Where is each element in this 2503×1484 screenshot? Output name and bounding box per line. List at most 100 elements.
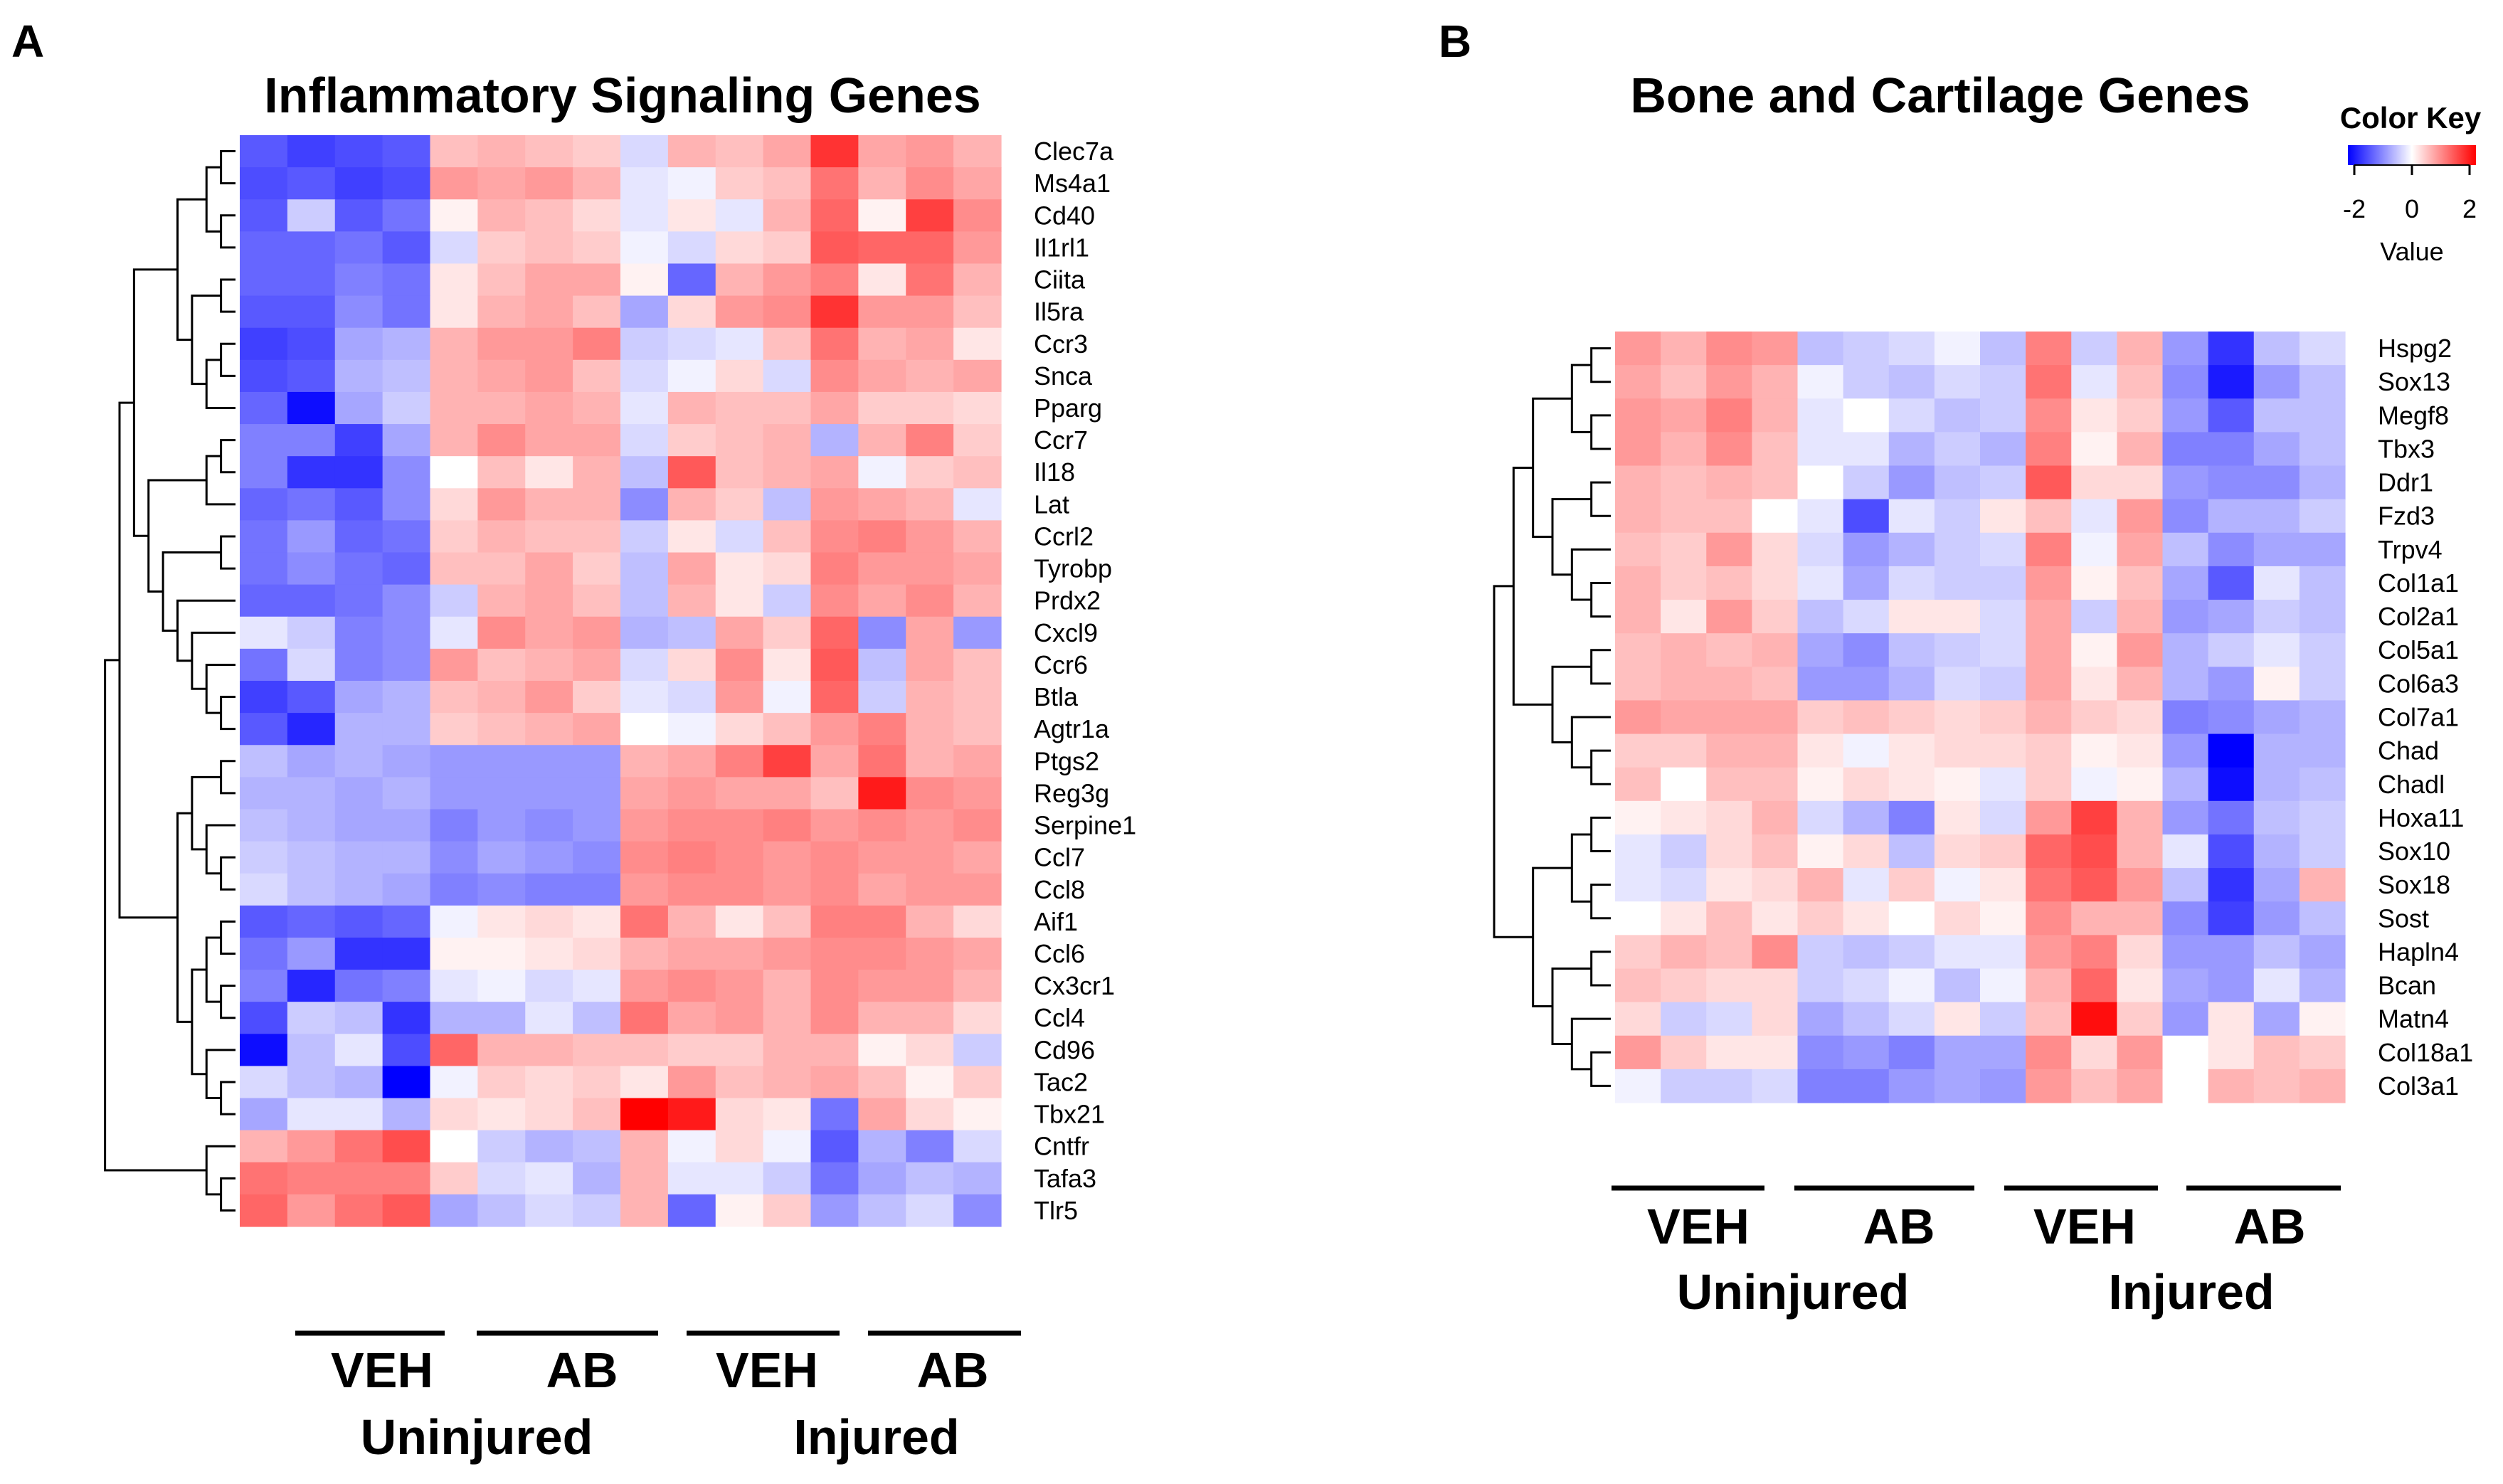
heatmap-cell	[525, 681, 573, 714]
heatmap-cell	[1797, 365, 1844, 399]
heatmap-cell	[2026, 1002, 2072, 1037]
heatmap-cell	[240, 295, 288, 329]
heatmap-cell	[1615, 465, 1661, 500]
heatmap-cell	[382, 552, 431, 585]
heatmap-cell	[287, 199, 336, 232]
heatmap-cell	[1888, 968, 1935, 1003]
heatmap-cell	[2299, 968, 2346, 1003]
heatmap-cell	[715, 295, 764, 329]
heatmap-cell	[573, 327, 621, 361]
heatmap-cell	[953, 905, 1002, 938]
heatmap-cell	[240, 905, 288, 938]
heatmap-cell	[430, 359, 478, 393]
heatmap-cell	[2071, 1035, 2117, 1070]
heatmap-cell	[1888, 767, 1935, 802]
heatmap-cell	[1980, 700, 2026, 735]
heatmap-cell	[2253, 365, 2300, 399]
heatmap-cell	[1797, 733, 1844, 768]
dendrogram-branch	[220, 1177, 236, 1212]
heatmap-cell	[858, 231, 906, 265]
heatmap-cell	[2071, 600, 2117, 634]
heatmap-cell	[573, 616, 621, 650]
heatmap-cell	[1706, 499, 1752, 534]
heatmap-cell	[430, 1002, 478, 1034]
heatmap-cell	[2208, 1069, 2255, 1103]
heatmap-cell	[525, 263, 573, 297]
panel-a-group-label-ab-injured: AB	[916, 1342, 988, 1398]
heatmap-cell	[1934, 633, 1981, 667]
heatmap-cell	[1843, 332, 1890, 366]
heatmap-cell	[953, 584, 1002, 618]
heatmap-cell	[2162, 499, 2209, 534]
heatmap-cell	[810, 905, 859, 938]
heatmap-cell	[953, 520, 1002, 553]
heatmap-cell	[1843, 733, 1890, 768]
heatmap-cell	[2253, 733, 2300, 768]
heatmap-cell	[2162, 332, 2209, 366]
heatmap-cell	[525, 1194, 573, 1227]
heatmap-cell	[1706, 332, 1752, 366]
heatmap-cell	[715, 1066, 764, 1099]
heatmap-cell	[382, 873, 431, 906]
heatmap-cell	[2299, 1069, 2346, 1103]
heatmap-cell	[334, 1002, 383, 1034]
heatmap-cell	[1615, 901, 1661, 936]
heatmap-cell	[573, 167, 621, 200]
heatmap-cell	[2253, 1069, 2300, 1103]
heatmap-cell	[525, 520, 573, 553]
heatmap-cell	[906, 167, 954, 200]
heatmap-cell	[620, 391, 669, 425]
heatmap-cell	[1752, 834, 1799, 869]
heatmap-cell	[667, 359, 716, 393]
heatmap-cell	[953, 424, 1002, 457]
heatmap-cell	[1752, 633, 1799, 667]
heatmap-cell	[382, 263, 431, 297]
heatmap-cell	[2162, 834, 2209, 869]
heatmap-cell	[382, 1098, 431, 1131]
heatmap-cell	[525, 167, 573, 200]
heatmap-cell	[2208, 465, 2255, 500]
heatmap-cell	[430, 745, 478, 778]
heatmap-cell	[2162, 935, 2209, 970]
heatmap-cell	[1934, 868, 1981, 902]
heatmap-cell	[2253, 465, 2300, 500]
heatmap-cell	[2162, 1069, 2209, 1103]
heatmap-cell	[1615, 398, 1661, 433]
heatmap-cell	[1888, 1069, 1935, 1103]
heatmap-cell	[1888, 1035, 1935, 1070]
heatmap-cell	[477, 199, 526, 232]
heatmap-cell	[240, 167, 288, 200]
heatmap-cell	[573, 488, 621, 521]
heatmap-cell	[953, 327, 1002, 361]
heatmap-cell	[334, 263, 383, 297]
heatmap-cell	[1980, 532, 2026, 567]
heatmap-cell	[240, 1034, 288, 1067]
heatmap-cell	[2026, 767, 2072, 802]
row-label: Col1a1	[2378, 568, 2459, 598]
heatmap-cell	[2026, 935, 2072, 970]
heatmap-cell	[477, 905, 526, 938]
heatmap-cell	[906, 1098, 954, 1131]
heatmap-cell	[1615, 935, 1661, 970]
heatmap-cell	[1797, 1002, 1844, 1037]
dendrogram-branch	[147, 479, 207, 593]
heatmap-cell	[763, 745, 812, 778]
heatmap-cell	[906, 873, 954, 906]
heatmap-cell	[763, 1066, 812, 1099]
panel-a-group-label-ab-uninjured: AB	[546, 1342, 618, 1398]
heatmap-cell	[715, 584, 764, 618]
heatmap-cell	[906, 937, 954, 970]
heatmap-cell	[2117, 968, 2164, 1003]
row-label: Hspg2	[2378, 334, 2452, 363]
heatmap-cell	[382, 1066, 431, 1099]
heatmap-cell	[1797, 834, 1844, 869]
heatmap-cell	[2208, 398, 2255, 433]
heatmap-cell	[240, 488, 288, 521]
heatmap-cell	[953, 456, 1002, 489]
heatmap-cell	[430, 584, 478, 618]
heatmap-cell	[287, 1002, 336, 1034]
heatmap-cell	[1752, 1002, 1799, 1037]
heatmap-cell	[1661, 667, 1707, 701]
row-label: Reg3g	[1034, 778, 1109, 807]
heatmap-cell	[240, 809, 288, 842]
